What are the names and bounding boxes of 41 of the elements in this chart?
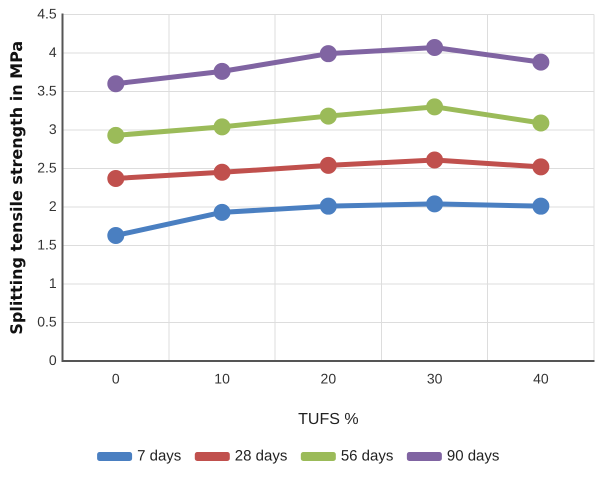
point (214, 62, 231, 80)
point (107, 75, 124, 92)
point (107, 126, 124, 144)
point (426, 195, 444, 212)
x-tick-label: 40 (533, 370, 549, 386)
point (426, 151, 444, 168)
x-tick-label: 30 (426, 370, 443, 386)
x-axis-title: TUFS % (298, 410, 359, 428)
point (320, 108, 337, 125)
y-tick-label: 0.5 (37, 313, 57, 330)
legend-label: 56 days (340, 448, 394, 465)
x-tick-label: 20 (320, 370, 336, 386)
x-tick-label: 0 (112, 370, 120, 386)
y-tick-label: 2 (48, 198, 57, 214)
y-tick-label: 3 (48, 120, 57, 137)
point (320, 156, 337, 174)
y-tick-label: 4.5 (37, 5, 57, 22)
point (426, 39, 444, 56)
legend-label: 28 days (234, 448, 288, 465)
legend-label: 7 days (137, 448, 182, 465)
y-tick-label: 0 (48, 352, 57, 368)
y-tick-label: 3.5 (37, 82, 57, 98)
x-tick-label: 10 (214, 370, 230, 386)
point (214, 164, 231, 181)
point (320, 45, 337, 62)
y-axis-title: Splitting tensile strength in MPa (6, 40, 26, 335)
point (214, 204, 231, 221)
point (214, 118, 231, 136)
point (532, 158, 550, 176)
point (107, 170, 124, 187)
point (107, 226, 124, 244)
point (426, 98, 444, 116)
point (532, 198, 550, 215)
y-tick-label: 4 (48, 44, 57, 60)
point (532, 54, 550, 71)
point (320, 198, 337, 215)
y-tick-label: 1 (48, 274, 57, 291)
point (532, 114, 550, 132)
legend-label: 90 days (446, 448, 500, 465)
y-tick-label: 2.5 (37, 159, 57, 176)
y-tick-label: 1.5 (37, 236, 57, 252)
